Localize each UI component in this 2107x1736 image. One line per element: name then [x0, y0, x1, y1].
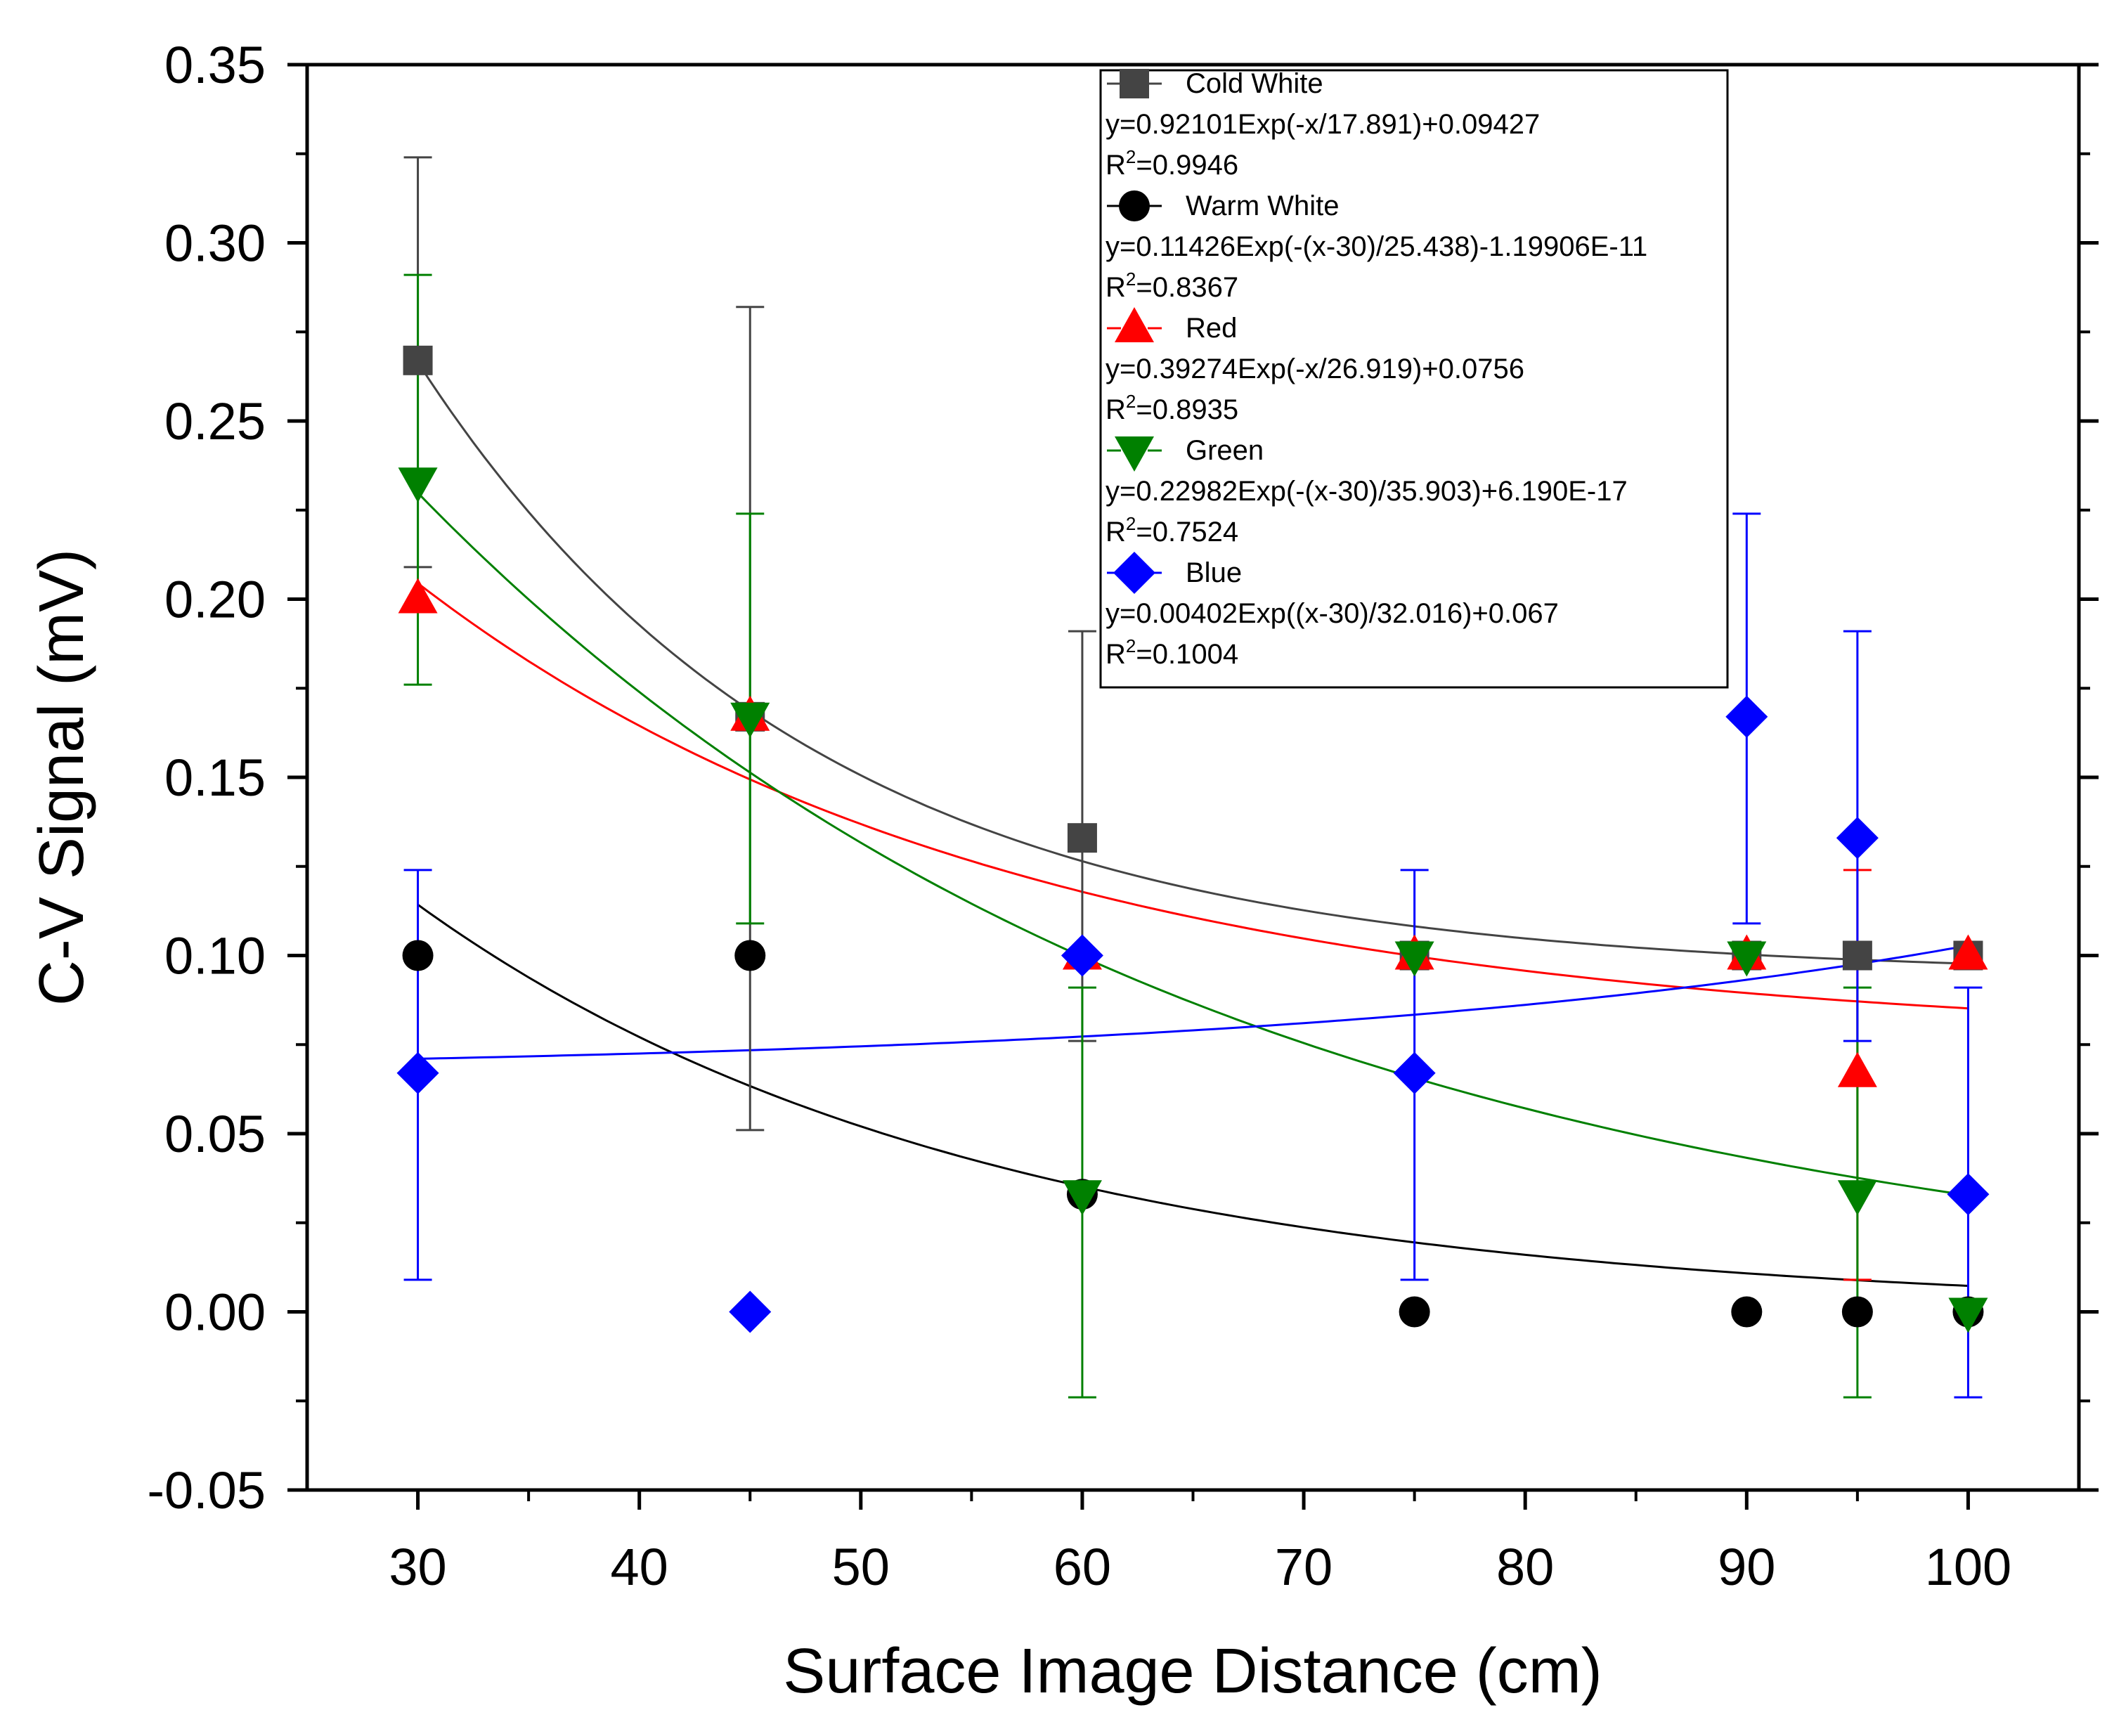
x-axis-ticks: 30 40 50 60 70 80 90 100	[389, 1490, 2011, 1596]
x-tick-label: 100	[1925, 1538, 2011, 1596]
legend-marker	[1119, 190, 1150, 221]
y-tick-label: 0.25	[164, 392, 266, 451]
legend-fit-equation: y=0.22982Exp(-(x-30)/35.903)+6.190E-17	[1106, 476, 1628, 507]
data-point-cold-white	[403, 345, 433, 375]
legend-r-squared: R2=0.9946	[1106, 146, 1238, 181]
fit-curve-red	[417, 582, 1969, 1010]
legend-series-name: Green	[1186, 435, 1264, 466]
legend: Cold White y=0.92101Exp(-x/17.891)+0.0942…	[1099, 68, 1729, 689]
data-point-warm-white	[734, 940, 766, 971]
legend-r-squared: R2=0.8935	[1106, 391, 1238, 425]
data-point-blue	[1725, 695, 1768, 738]
fit-curve-cold-white	[417, 361, 1969, 965]
x-tick-label: 80	[1496, 1538, 1554, 1596]
legend-r-squared: R2=0.8367	[1106, 268, 1238, 303]
data-point-green	[730, 702, 770, 738]
x-tick-label: 40	[611, 1538, 668, 1596]
y-tick-label: 0.00	[164, 1283, 266, 1342]
data-point-blue	[1393, 1051, 1436, 1094]
x-tick-label: 50	[832, 1538, 890, 1596]
legend-series-name: Warm White	[1186, 190, 1340, 221]
y-tick-label: -0.05	[147, 1461, 266, 1520]
y-tick-label: 0.10	[164, 927, 266, 985]
data-point-red	[1948, 934, 1988, 970]
data-markers	[396, 345, 1990, 1333]
legend-fit-equation: y=0.11426Exp(-(x-30)/25.438)-1.19906E-11	[1106, 231, 1647, 262]
legend-marker	[1113, 552, 1155, 594]
y-tick-label: 0.15	[164, 749, 266, 807]
data-point-cold-white	[1842, 940, 1872, 971]
fit-curve-green	[417, 492, 1969, 1197]
data-point-green	[398, 467, 438, 503]
data-point-warm-white	[1731, 1296, 1763, 1328]
legend-fit-equation: y=0.39274Exp(-x/26.919)+0.0756	[1106, 354, 1524, 384]
legend-box	[1099, 69, 1729, 689]
fit-curve-warm-white	[417, 903, 1969, 1287]
data-point-green	[1837, 1180, 1877, 1216]
data-point-red	[398, 578, 438, 614]
data-point-blue	[1947, 1173, 1990, 1216]
data-point-warm-white	[1841, 1296, 1873, 1328]
y-tick-label: 0.35	[164, 36, 266, 94]
legend-fit-equation: y=0.00402Exp((x-30)/32.016)+0.067	[1106, 598, 1559, 629]
data-point-warm-white	[1399, 1296, 1430, 1328]
legend-series-name: Cold White	[1186, 68, 1323, 99]
legend-series-name: Blue	[1186, 557, 1242, 588]
data-point-blue	[1061, 934, 1103, 977]
x-tick-label: 30	[389, 1538, 446, 1596]
legend-series-name: Red	[1186, 313, 1237, 344]
y-axis-label: C-V Signal (mV)	[27, 549, 97, 1006]
legend-fit-equation: y=0.92101Exp(-x/17.891)+0.09427	[1106, 109, 1540, 140]
y-tick-label: 0.30	[164, 214, 266, 273]
data-point-cold-white	[1067, 823, 1097, 853]
data-point-blue	[1836, 817, 1879, 860]
data-point-blue	[396, 1051, 439, 1094]
legend-r-squared: R2=0.1004	[1106, 635, 1238, 670]
legend-marker	[1115, 436, 1154, 472]
data-point-green	[1062, 1180, 1102, 1216]
legend-marker	[1115, 307, 1154, 342]
y-axis-ticks: -0.05 0.00 0.05 0.10 0.15 0.20 0.25 0.30 0.35	[147, 36, 2099, 1520]
x-tick-label: 90	[1718, 1538, 1775, 1596]
fit-curve-blue	[417, 944, 1969, 1060]
legend-marker	[1120, 69, 1149, 98]
x-tick-label: 70	[1275, 1538, 1333, 1596]
data-point-green	[1948, 1297, 1988, 1333]
y-tick-label: 0.20	[164, 571, 266, 629]
data-point-green	[1727, 941, 1767, 977]
fit-curves	[417, 361, 1969, 1287]
data-point-warm-white	[402, 940, 434, 971]
y-tick-label: 0.05	[164, 1105, 266, 1163]
x-axis-label: Surface Image Distance (cm)	[783, 1636, 1602, 1706]
data-point-green	[1394, 941, 1434, 977]
data-point-red	[1837, 1051, 1877, 1087]
x-tick-label: 60	[1054, 1538, 1111, 1596]
legend-r-squared: R2=0.7524	[1106, 513, 1238, 548]
data-point-blue	[729, 1290, 772, 1333]
